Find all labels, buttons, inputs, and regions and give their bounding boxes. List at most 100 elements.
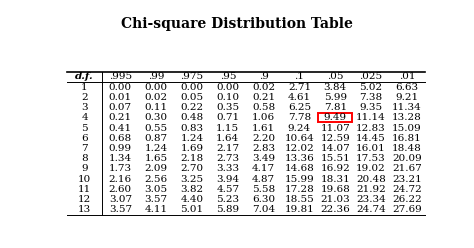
Text: 2.20: 2.20: [252, 134, 275, 143]
Text: 10.64: 10.64: [284, 134, 314, 143]
Text: 3.49: 3.49: [252, 154, 275, 163]
Text: 3.57: 3.57: [145, 195, 168, 204]
Text: 4.17: 4.17: [252, 164, 275, 173]
Text: 3.84: 3.84: [324, 83, 347, 92]
Text: 9.24: 9.24: [288, 124, 311, 132]
Text: 0.21: 0.21: [109, 113, 132, 122]
Text: 5: 5: [81, 124, 88, 132]
Text: 14.45: 14.45: [356, 134, 386, 143]
Text: 15.51: 15.51: [320, 154, 350, 163]
Text: 17.28: 17.28: [284, 185, 314, 194]
Text: 3.82: 3.82: [181, 185, 203, 194]
Text: 21.03: 21.03: [320, 195, 350, 204]
Text: 6.30: 6.30: [252, 195, 275, 204]
Text: 2.83: 2.83: [252, 144, 275, 153]
Text: 13.28: 13.28: [392, 113, 422, 122]
Text: 11.07: 11.07: [320, 124, 350, 132]
Text: 9: 9: [81, 164, 88, 173]
Text: 20.09: 20.09: [392, 154, 422, 163]
Text: 3.07: 3.07: [109, 195, 132, 204]
Text: 0.00: 0.00: [109, 83, 132, 92]
Text: .995: .995: [109, 72, 132, 81]
Text: 18.48: 18.48: [392, 144, 422, 153]
Text: 3: 3: [81, 103, 88, 112]
Text: 1.65: 1.65: [145, 154, 168, 163]
Text: 3.94: 3.94: [216, 175, 239, 184]
Text: 0.00: 0.00: [181, 83, 203, 92]
Text: 1.64: 1.64: [216, 134, 239, 143]
Text: .025: .025: [359, 72, 383, 81]
Text: 6: 6: [81, 134, 88, 143]
Text: 15.99: 15.99: [284, 175, 314, 184]
Text: 2.18: 2.18: [181, 154, 203, 163]
Text: 0.35: 0.35: [216, 103, 239, 112]
Text: 5.23: 5.23: [216, 195, 239, 204]
Text: 16.81: 16.81: [392, 134, 422, 143]
Text: 1.69: 1.69: [181, 144, 203, 153]
Text: 1.73: 1.73: [109, 164, 132, 173]
Text: 18.55: 18.55: [284, 195, 314, 204]
Text: 0.02: 0.02: [252, 83, 275, 92]
Text: 0.22: 0.22: [181, 103, 203, 112]
Text: 23.34: 23.34: [356, 195, 386, 204]
Text: 0.87: 0.87: [145, 134, 168, 143]
Text: 13: 13: [78, 205, 91, 214]
Text: 1.06: 1.06: [252, 113, 275, 122]
Text: 0.07: 0.07: [109, 103, 132, 112]
Text: 16.92: 16.92: [320, 164, 350, 173]
Text: 2.56: 2.56: [145, 175, 168, 184]
Text: d.f.: d.f.: [75, 72, 94, 81]
Text: 12.59: 12.59: [320, 134, 350, 143]
Text: 0.11: 0.11: [145, 103, 168, 112]
Text: 0.55: 0.55: [145, 124, 168, 132]
Text: 1: 1: [81, 83, 88, 92]
Text: 11.14: 11.14: [356, 113, 386, 122]
Text: 12.83: 12.83: [356, 124, 386, 132]
Text: 4.61: 4.61: [288, 93, 311, 102]
Text: 12.02: 12.02: [284, 144, 314, 153]
Text: 26.22: 26.22: [392, 195, 422, 204]
Text: 5.99: 5.99: [324, 93, 347, 102]
Text: 2.09: 2.09: [145, 164, 168, 173]
Text: 3.57: 3.57: [109, 205, 132, 214]
Text: .95: .95: [219, 72, 236, 81]
Text: .975: .975: [181, 72, 203, 81]
Text: 0.30: 0.30: [145, 113, 168, 122]
Text: 6.63: 6.63: [395, 83, 419, 92]
Text: 4.40: 4.40: [181, 195, 203, 204]
Text: 1.24: 1.24: [181, 134, 203, 143]
Text: 7.81: 7.81: [324, 103, 347, 112]
Text: 5.01: 5.01: [181, 205, 203, 214]
Text: 4.11: 4.11: [145, 205, 168, 214]
Text: 1.61: 1.61: [252, 124, 275, 132]
Text: 8: 8: [81, 154, 88, 163]
Text: 24.74: 24.74: [356, 205, 386, 214]
Text: 1.34: 1.34: [109, 154, 132, 163]
Text: 5.58: 5.58: [252, 185, 275, 194]
Text: 19.81: 19.81: [284, 205, 314, 214]
Text: 16.01: 16.01: [356, 144, 386, 153]
Text: 14.68: 14.68: [284, 164, 314, 173]
Text: 7.38: 7.38: [359, 93, 383, 102]
Text: 3.25: 3.25: [181, 175, 203, 184]
Text: 13.36: 13.36: [284, 154, 314, 163]
Text: 11: 11: [78, 185, 91, 194]
Text: 19.68: 19.68: [320, 185, 350, 194]
Text: 2.17: 2.17: [216, 144, 239, 153]
Text: 21.67: 21.67: [392, 164, 422, 173]
Text: 4.57: 4.57: [216, 185, 239, 194]
Text: 10: 10: [78, 175, 91, 184]
Text: Chi-square Distribution Table: Chi-square Distribution Table: [121, 17, 353, 31]
Text: 2.16: 2.16: [109, 175, 132, 184]
Text: 1.15: 1.15: [216, 124, 239, 132]
Text: 0.99: 0.99: [109, 144, 132, 153]
Text: 24.72: 24.72: [392, 185, 422, 194]
Text: 27.69: 27.69: [392, 205, 422, 214]
Text: 7: 7: [81, 144, 88, 153]
Text: 0.48: 0.48: [181, 113, 203, 122]
Text: 2.71: 2.71: [288, 83, 311, 92]
Text: 22.36: 22.36: [320, 205, 350, 214]
Text: 12: 12: [78, 195, 91, 204]
Text: 4: 4: [81, 113, 88, 122]
Text: 0.05: 0.05: [181, 93, 203, 102]
